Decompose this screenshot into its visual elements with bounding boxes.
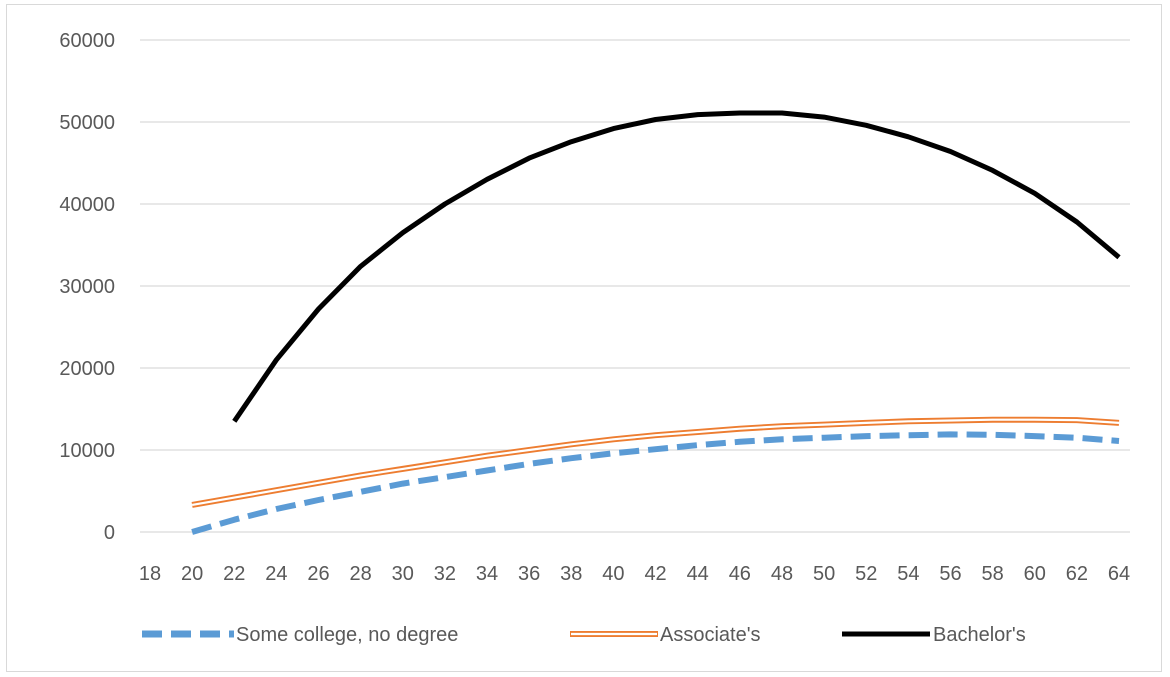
x-tick-label: 62: [1066, 563, 1088, 585]
y-tick-label: 0: [104, 522, 115, 544]
x-tick-label: 30: [392, 563, 414, 585]
x-tick-label: 36: [518, 563, 540, 585]
legend-label-bachelor-s: Bachelor's: [933, 624, 1026, 646]
y-tick-label: 50000: [59, 112, 115, 134]
x-tick-label: 56: [939, 563, 961, 585]
x-tick-label: 58: [981, 563, 1003, 585]
x-tick-label: 50: [813, 563, 835, 585]
y-tick-label: 10000: [59, 440, 115, 462]
x-axis-ticks: 18 20 22 24 26 28 30 32 34 36 38 40 42 44 46 48 50 52 54 56…: [139, 563, 1130, 585]
series-line-bachelor-s: [232, 110, 1121, 423]
x-tick-label: 42: [644, 563, 666, 585]
x-tick-label: 46: [729, 563, 751, 585]
x-tick-label: 60: [1024, 563, 1046, 585]
y-tick-label: 40000: [59, 194, 115, 216]
x-tick-label: 24: [265, 563, 287, 585]
x-tick-label: 52: [855, 563, 877, 585]
x-tick-label: 26: [307, 563, 329, 585]
x-tick-label: 34: [476, 563, 498, 585]
x-tick-label: 54: [897, 563, 919, 585]
gridlines: [140, 39, 1130, 533]
x-tick-label: 64: [1108, 563, 1130, 585]
series-line-inner-associate-s: [191, 418, 1120, 506]
x-tick-label: 44: [687, 563, 709, 585]
y-tick-label: 20000: [59, 358, 115, 380]
x-tick-label: 48: [771, 563, 793, 585]
legend: Some college, no degree Associate's Bachel…: [142, 624, 1026, 646]
x-tick-label: 18: [139, 563, 161, 585]
y-axis-ticks: 0 10000 20000 30000 40000 50000 60000: [59, 30, 115, 544]
series-lines: [191, 110, 1121, 535]
x-tick-label: 38: [560, 563, 582, 585]
chart-frame: [6, 4, 1162, 672]
x-tick-label: 28: [350, 563, 372, 585]
legend-label-associate-s: Associate's: [660, 624, 761, 646]
legend-label-some-college-no-degree: Some college, no degree: [236, 624, 458, 646]
y-tick-label: 60000: [59, 30, 115, 52]
x-tick-label: 40: [602, 563, 624, 585]
x-tick-label: 32: [434, 563, 456, 585]
y-tick-label: 30000: [59, 276, 115, 298]
x-tick-label: 22: [223, 563, 245, 585]
series-line-some-college-no-degree: [191, 431, 1120, 535]
x-tick-label: 20: [181, 563, 203, 585]
